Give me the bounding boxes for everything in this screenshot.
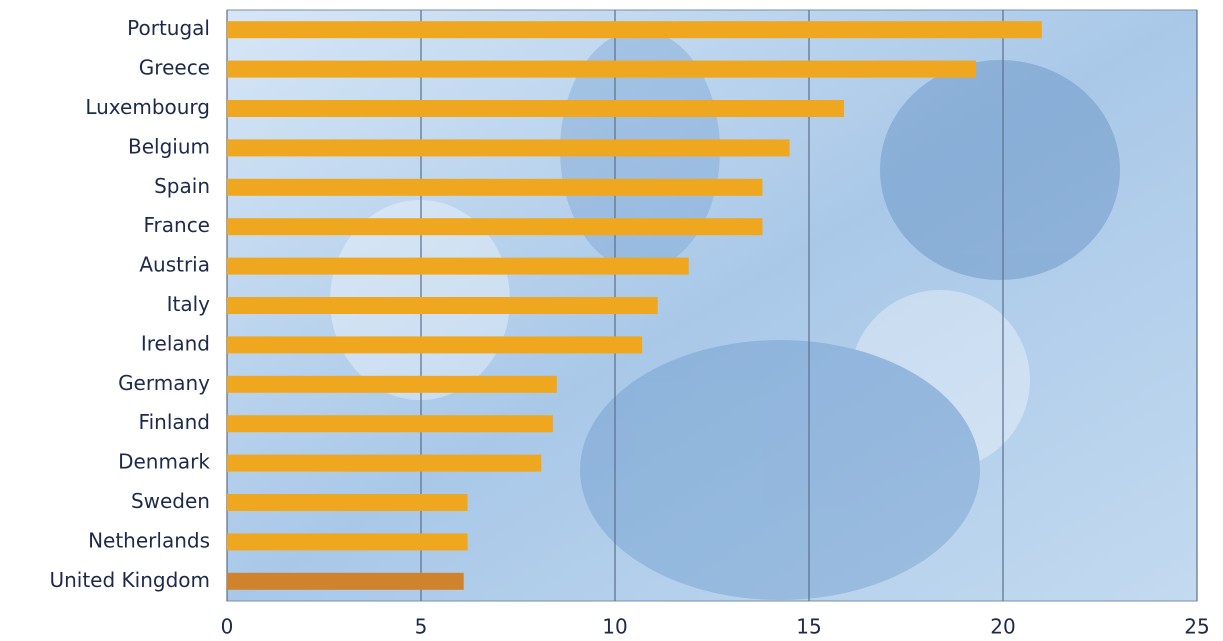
x-tick-label: 0: [221, 615, 234, 639]
y-tick-label: Italy: [167, 292, 211, 316]
bar: [227, 415, 553, 433]
y-tick-label: Finland: [139, 410, 210, 434]
y-tick-label: Netherlands: [88, 528, 210, 552]
bar: [227, 494, 468, 511]
x-tick-label: 10: [602, 615, 627, 639]
bar: [227, 21, 1042, 39]
x-tick-label: 15: [796, 615, 821, 639]
bar: [227, 375, 557, 393]
x-tick-label: 20: [990, 615, 1015, 639]
y-tick-label: Austria: [139, 253, 210, 277]
y-tick-label: Germany: [118, 371, 210, 395]
y-tick-label: Ireland: [141, 331, 210, 355]
bar: [227, 297, 658, 314]
bar: [227, 336, 643, 354]
y-tick-label: France: [143, 213, 210, 237]
y-tick-label: United Kingdom: [49, 568, 210, 592]
y-tick-label: Greece: [139, 56, 210, 80]
bar: [227, 218, 763, 236]
bar: [227, 100, 844, 117]
y-tick-label: Denmark: [118, 450, 210, 474]
bar: [227, 533, 468, 551]
bar: [227, 257, 689, 275]
y-tick-label: Portugal: [127, 16, 210, 40]
bars: [227, 21, 1042, 590]
y-tick-label: Belgium: [128, 134, 210, 158]
bar: [227, 60, 976, 78]
y-tick-label: Sweden: [131, 489, 210, 513]
y-tick-label: Spain: [154, 174, 210, 198]
bar: [227, 139, 790, 157]
bar: [227, 178, 763, 196]
bar: [227, 572, 464, 590]
x-tick-label: 25: [1184, 615, 1209, 639]
labels: 0 5 10 15 20 25 Portugal Greece Luxembourg Belgiu…: [49, 16, 1209, 638]
x-tick-label: 5: [415, 615, 428, 639]
y-tick-label: Luxembourg: [85, 95, 210, 119]
bar: [227, 454, 542, 472]
